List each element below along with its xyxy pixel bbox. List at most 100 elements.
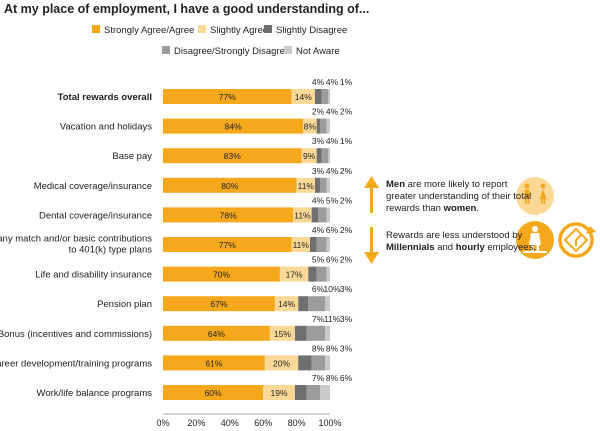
data-label-vacation-and-holidays-strongly-agree-agree: 84%: [225, 122, 242, 132]
data-label-company-match-and-or-basic-contributions-to-401-k-type-plans-disagree-strongly-disagree: 6%: [326, 225, 339, 235]
category-label-dental-coverage-insurance: Dental coverage/insurance: [39, 210, 152, 221]
data-label-work-life-balance-programs-slightly-agree: 19%: [271, 388, 288, 398]
bar-dental-coverage-insurance-slightly-agree: [293, 207, 312, 223]
data-label-medical-coverage-insurance-disagree-strongly-disagree: 4%: [326, 166, 339, 176]
bar-career-development-training-programs-strongly-agree-agree: [163, 355, 265, 371]
bar-pension-plan-slightly-agree: [274, 296, 299, 312]
data-label-company-match-and-or-basic-contributions-to-401-k-type-plans-slightly-agree: 11%: [293, 240, 310, 250]
x-tick-80: 80%: [288, 418, 306, 428]
data-label-pension-plan-slightly-agree: 14%: [278, 299, 295, 309]
bar-pension-plan-slightly-disagree: [298, 296, 309, 312]
data-label-life-and-disability-insurance-slightly-agree: 17%: [286, 270, 303, 280]
data-label-bonus-incentives-and-commissions-slightly-disagree: 7%: [312, 314, 325, 324]
bar-medical-coverage-insurance-disagree-strongly-disagree: [319, 177, 327, 193]
data-label-dental-coverage-insurance-slightly-disagree: 4%: [312, 195, 325, 205]
data-label-bonus-incentives-and-commissions-strongly-agree-agree: 64%: [208, 329, 225, 339]
legend: Strongly Agree/Agree Slightly Agree Slight…: [92, 25, 347, 57]
bar-work-life-balance-programs-not-aware: [319, 385, 330, 400]
bar-life-and-disability-insurance-not-aware: [326, 266, 330, 282]
data-label-pension-plan-slightly-disagree: 6%: [312, 284, 325, 294]
legend-label-not-aware: Not Aware: [296, 46, 340, 57]
bar-life-and-disability-insurance-slightly-disagree: [308, 266, 317, 282]
data-label-total-rewards-overall-disagree-strongly-disagree: 4%: [326, 77, 339, 87]
data-label-career-development-training-programs-slightly-agree: 20%: [273, 358, 290, 368]
data-label-career-development-training-programs-strongly-agree-agree: 61%: [205, 358, 222, 368]
legend-swatch-strongly-agree-agree: [92, 25, 100, 33]
data-label-dental-coverage-insurance-not-aware: 2%: [340, 195, 353, 205]
bars: 77% 14%4% 4% 1%84% 8%2% 4% 2%83% 9%3% 4% 1%80% 11%…: [163, 77, 353, 400]
bar-base-pay-disagree-strongly-disagree: [321, 148, 329, 164]
page-title: At my place of employment, I have a good…: [4, 2, 370, 16]
bar-company-match-and-or-basic-contributions-to-401-k-type-plans-disagree-strongly-disagree: [316, 237, 327, 252]
note2-mid: and: [434, 242, 456, 253]
legend-swatch-slightly-disagree: [264, 25, 272, 33]
data-label-bonus-incentives-and-commissions-not-aware: 3%: [340, 314, 353, 324]
legend-label-slightly-disagree: Slightly Disagree: [276, 25, 347, 36]
bar-base-pay-slightly-disagree: [316, 148, 322, 164]
bar-career-development-training-programs-disagree-strongly-disagree: [311, 355, 325, 371]
data-label-vacation-and-holidays-slightly-agree: 8%: [304, 122, 317, 132]
category-label-pension-plan: Pension plan: [97, 299, 152, 310]
bar-work-life-balance-programs-strongly-agree-agree: [163, 385, 264, 400]
category-label-total-rewards-overall: Total rewards overall: [58, 92, 152, 103]
data-label-life-and-disability-insurance-strongly-agree-agree: 70%: [213, 270, 230, 280]
bar-vacation-and-holidays-not-aware: [326, 118, 330, 134]
data-label-company-match-and-or-basic-contributions-to-401-k-type-plans-strongly-agree-agree: 77%: [219, 240, 236, 250]
category-label-base-pay: Base pay: [112, 151, 152, 162]
note2-pre: Rewards are less understood by: [386, 230, 523, 241]
x-tick-100: 100%: [318, 418, 341, 428]
data-label-base-pay-slightly-agree: 9%: [303, 151, 316, 161]
data-label-career-development-training-programs-disagree-strongly-disagree: 8%: [326, 343, 339, 353]
bar-work-life-balance-programs-disagree-strongly-disagree: [306, 385, 320, 400]
legend-label-slightly-agree: Slightly Agree: [210, 25, 268, 36]
bar-bonus-incentives-and-commissions-disagree-strongly-disagree: [306, 325, 325, 341]
data-label-bonus-incentives-and-commissions-disagree-strongly-disagree: 11%: [324, 314, 341, 324]
data-label-bonus-incentives-and-commissions-slightly-agree: 15%: [274, 329, 291, 339]
data-label-total-rewards-overall-slightly-agree: 14%: [295, 92, 312, 102]
bar-company-match-and-or-basic-contributions-to-401-k-type-plans-slightly-agree: [291, 237, 310, 252]
bar-base-pay-strongly-agree-agree: [163, 148, 302, 164]
data-label-base-pay-slightly-disagree: 3%: [312, 136, 325, 146]
bar-total-rewards-overall-disagree-strongly-disagree: [321, 89, 329, 104]
data-label-pension-plan-disagree-strongly-disagree: 10%: [323, 284, 340, 294]
bar-total-rewards-overall-slightly-disagree: [314, 89, 322, 104]
note2-post: employees.: [484, 242, 536, 253]
category-labels: Total rewards overall Vacation and holida…: [0, 92, 152, 399]
data-label-work-life-balance-programs-slightly-disagree: 7%: [312, 373, 325, 383]
arrow-up-icon: [364, 176, 379, 213]
note1-post: .: [476, 203, 479, 214]
bar-vacation-and-holidays-strongly-agree-agree: [163, 118, 304, 134]
category-label-career-development-training-programs: Career development/training programs: [0, 358, 152, 369]
bar-work-life-balance-programs-slightly-agree: [263, 385, 295, 400]
x-tick-60: 60%: [254, 418, 272, 428]
category-label-work-life-balance-programs: Work/life balance programs: [37, 388, 153, 399]
bar-pension-plan-not-aware: [324, 296, 330, 312]
x-axis: 0% 20% 40% 60% 80% 100%: [156, 413, 342, 428]
data-label-company-match-and-or-basic-contributions-to-401-k-type-plans-slightly-disagree: 4%: [312, 225, 325, 235]
data-label-medical-coverage-insurance-strongly-agree-agree: 80%: [221, 181, 238, 191]
data-label-medical-coverage-insurance-slightly-disagree: 3%: [312, 166, 325, 176]
data-label-total-rewards-overall-slightly-disagree: 4%: [312, 77, 325, 87]
bar-pension-plan-strongly-agree-agree: [163, 296, 275, 312]
man-woman-icon: [516, 177, 554, 215]
category-label-life-and-disability-insurance: Life and disability insurance: [35, 270, 152, 281]
bar-medical-coverage-insurance-not-aware: [326, 177, 330, 193]
data-label-dental-coverage-insurance-slightly-agree: 11%: [294, 210, 311, 220]
data-label-total-rewards-overall-strongly-agree-agree: 77%: [219, 92, 236, 102]
person-hourly-icon: [516, 221, 554, 259]
data-label-career-development-training-programs-slightly-disagree: 8%: [312, 343, 325, 353]
clock-rotate-icon: [558, 222, 596, 258]
legend-label-disagree-strongly-disagree: Disagree/Strongly Disagree: [174, 46, 290, 57]
data-label-dental-coverage-insurance-disagree-strongly-disagree: 5%: [326, 195, 339, 205]
note2-hourly: hourly: [455, 242, 485, 253]
data-label-life-and-disability-insurance-slightly-disagree: 5%: [312, 255, 325, 265]
data-label-company-match-and-or-basic-contributions-to-401-k-type-plans-not-aware: 2%: [340, 225, 353, 235]
bar-bonus-incentives-and-commissions-strongly-agree-agree: [163, 325, 270, 341]
data-label-vacation-and-holidays-slightly-disagree: 2%: [312, 107, 325, 117]
legend-swatch-slightly-agree: [198, 25, 206, 33]
category-label-vacation-and-holidays: Vacation and holidays: [60, 122, 152, 133]
data-label-pension-plan-not-aware: 3%: [340, 284, 353, 294]
x-tick-20: 20%: [187, 418, 205, 428]
note2-millennials: Millennials: [386, 242, 435, 253]
